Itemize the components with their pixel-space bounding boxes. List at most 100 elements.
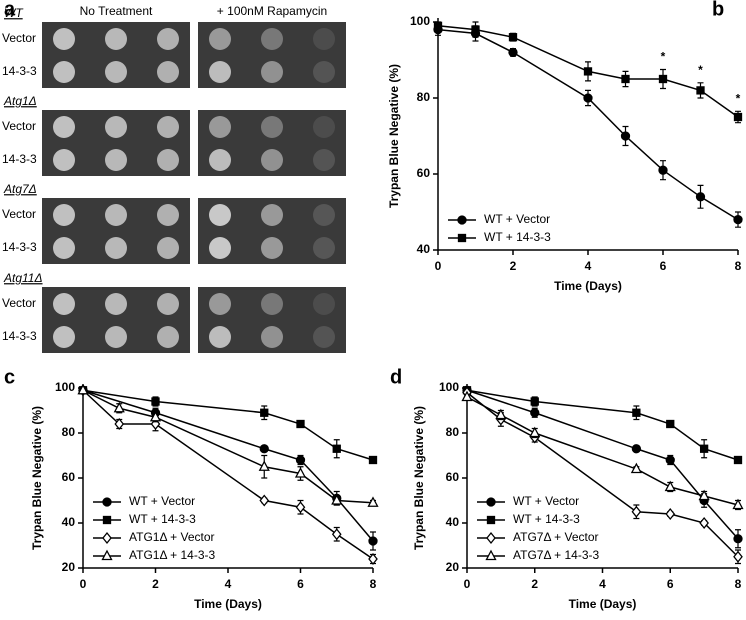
yeast-spot (105, 293, 127, 315)
marker (665, 507, 676, 521)
yeast-spot (157, 237, 179, 259)
marker (495, 408, 507, 420)
legend-marker (457, 215, 467, 225)
y-tick-label: 100 (439, 380, 459, 394)
marker (114, 417, 125, 431)
marker (733, 550, 743, 563)
marker (529, 426, 541, 438)
marker (331, 528, 342, 541)
legend-marker (486, 497, 496, 507)
marker (583, 67, 593, 76)
marker (368, 455, 378, 465)
yeast-spot (313, 61, 335, 83)
row-label: Vector (2, 207, 36, 221)
yeast-spot (157, 61, 179, 83)
marker (583, 93, 593, 103)
series-line (466, 389, 739, 540)
legend-label: ATG1Δ + Vector (129, 530, 215, 544)
panel-letter: d (390, 366, 402, 388)
legend-marker (485, 549, 497, 561)
yeast-spot (209, 326, 231, 348)
y-tick-label: 60 (417, 166, 431, 180)
series-line (466, 396, 739, 506)
yeast-spot (53, 28, 75, 50)
yeast-spot (53, 116, 75, 138)
yeast-spot (261, 326, 283, 348)
strain-label: Atg7Δ (3, 182, 37, 196)
legend-label: ATG7Δ + 14-3-3 (513, 548, 599, 562)
yeast-spot (209, 149, 231, 171)
yeast-spot (209, 28, 231, 50)
strain-label: WT (4, 6, 24, 20)
legend-label: WT + 14-3-3 (129, 512, 196, 526)
marker (331, 494, 343, 505)
y-tick-label: 80 (62, 425, 76, 439)
yeast-spot (261, 204, 283, 226)
x-tick-label: 2 (531, 577, 538, 591)
marker (733, 214, 743, 225)
x-axis-title: Time (Days) (194, 597, 262, 611)
x-tick-label: 6 (667, 577, 674, 591)
x-tick-label: 8 (735, 259, 742, 273)
yeast-spot (53, 149, 75, 171)
marker (658, 74, 668, 84)
marker (258, 460, 270, 471)
annotation: * (698, 63, 703, 77)
marker (696, 86, 705, 95)
marker (695, 192, 706, 202)
marker (530, 408, 540, 418)
y-tick-label: 100 (55, 380, 75, 394)
row-label: Vector (2, 296, 36, 310)
marker (620, 131, 631, 141)
marker (433, 21, 443, 30)
marker (508, 33, 518, 42)
legend-marker (102, 515, 112, 525)
yeast-spot (53, 293, 75, 315)
yeast-spot (105, 237, 127, 259)
x-tick-label: 6 (660, 259, 667, 273)
yeast-spot (313, 204, 335, 226)
yeast-spot (157, 149, 179, 171)
legend-label: WT + 14-3-3 (484, 230, 551, 244)
x-tick-label: 0 (435, 259, 442, 273)
marker (113, 401, 125, 413)
series-line (437, 28, 739, 221)
marker (332, 444, 341, 453)
legend-label: WT + 14-3-3 (513, 512, 580, 526)
y-tick-label: 60 (62, 470, 76, 484)
marker (658, 165, 668, 175)
marker (471, 25, 480, 34)
yeast-spot (157, 293, 179, 315)
legend-marker (102, 531, 112, 545)
yeast-spot (105, 204, 127, 226)
yeast-spot (261, 149, 283, 171)
strain-label: Atg11Δ (3, 271, 43, 285)
legend-label: ATG1Δ + 14-3-3 (129, 548, 215, 562)
marker (77, 383, 89, 395)
legend-label: WT + Vector (129, 494, 195, 508)
yeast-spot (105, 149, 127, 171)
marker (733, 112, 743, 122)
marker (259, 444, 269, 454)
yeast-spot (209, 116, 231, 138)
yeast-spot (261, 293, 283, 315)
yeast-spot (313, 28, 335, 50)
marker (367, 496, 379, 507)
marker (530, 397, 539, 406)
x-tick-label: 2 (152, 577, 159, 591)
series-line (82, 389, 374, 504)
marker (632, 408, 641, 417)
marker (295, 455, 306, 465)
x-axis-title: Time (Days) (554, 279, 622, 293)
yeast-spot (105, 61, 127, 83)
yeast-spot (53, 237, 75, 259)
y-axis-title: Trypan Blue Negative (%) (387, 64, 401, 208)
x-tick-label: 0 (80, 577, 87, 591)
axes (437, 18, 738, 251)
series-line (437, 25, 739, 118)
marker (664, 480, 676, 492)
annotation: * (736, 91, 741, 105)
row-label: 14-3-3 (2, 64, 37, 78)
y-tick-label: 80 (417, 90, 431, 104)
marker (698, 489, 710, 501)
